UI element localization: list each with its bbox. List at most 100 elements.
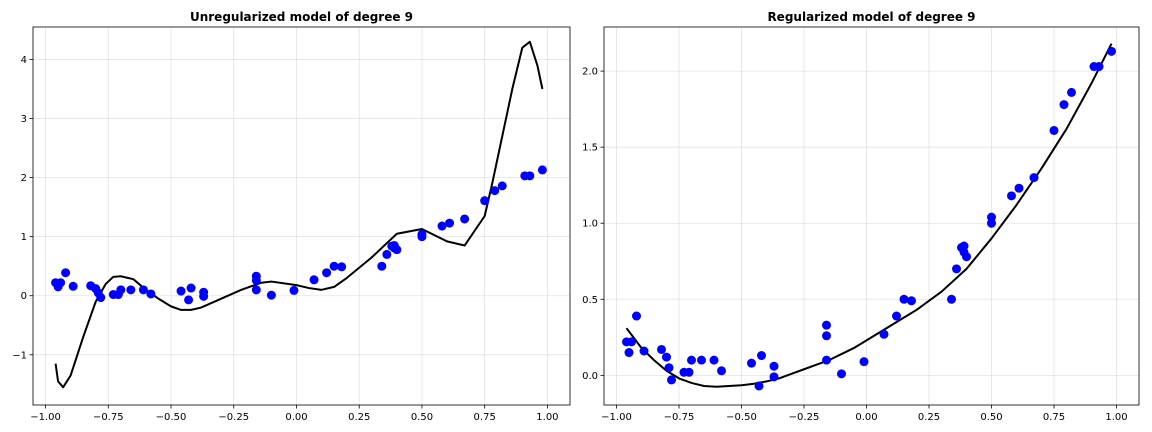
data-point xyxy=(251,285,261,295)
x-tick-label: 1.00 xyxy=(1105,412,1127,423)
data-point xyxy=(322,268,332,278)
x-tick-label: −0.75 xyxy=(664,412,695,423)
y-tick-label: −1 xyxy=(12,350,27,361)
axes-frame xyxy=(32,26,571,406)
y-tick-label: 0 xyxy=(21,291,27,302)
data-point xyxy=(337,262,347,272)
data-point xyxy=(879,329,889,339)
x-tick-label: 0.25 xyxy=(348,412,370,423)
data-point xyxy=(657,344,666,354)
data-point xyxy=(146,289,156,299)
y-tick-label: 4 xyxy=(21,55,27,66)
data-point xyxy=(757,351,766,361)
data-point xyxy=(1029,173,1039,183)
data-point xyxy=(68,281,78,291)
x-tick-label: 0.75 xyxy=(1043,412,1065,423)
x-tick-label: 0.50 xyxy=(411,412,433,423)
data-point xyxy=(899,294,909,304)
data-point xyxy=(754,381,764,391)
data-point xyxy=(987,212,996,222)
data-point xyxy=(138,285,148,295)
chart-title: Regularized model of degree 9 xyxy=(767,10,975,24)
data-point xyxy=(186,283,196,293)
data-point xyxy=(624,348,634,358)
data-point xyxy=(497,181,507,191)
x-tick-label: −0.25 xyxy=(218,412,249,423)
data-point xyxy=(309,275,319,285)
data-point xyxy=(126,285,136,295)
data-point xyxy=(116,285,126,295)
data-point xyxy=(1067,87,1076,97)
data-point xyxy=(329,261,339,271)
data-point xyxy=(632,311,641,321)
x-tick-label: −0.25 xyxy=(789,412,820,423)
data-point xyxy=(667,375,676,385)
data-point xyxy=(490,186,500,196)
data-point xyxy=(184,295,194,305)
data-point xyxy=(822,355,831,365)
y-tick-label: 0.0 xyxy=(582,371,598,382)
data-point xyxy=(822,320,831,330)
data-point xyxy=(697,355,706,365)
data-point xyxy=(417,229,427,239)
data-point xyxy=(747,358,756,368)
data-point xyxy=(1107,46,1116,56)
x-tick-label: 0.00 xyxy=(855,412,877,423)
data-point xyxy=(837,369,846,379)
x-tick-label: 0.25 xyxy=(918,412,940,423)
y-tick-label: 1.5 xyxy=(582,143,598,154)
x-tick-label: −1.00 xyxy=(30,412,61,423)
data-point xyxy=(687,355,696,365)
data-point xyxy=(684,367,694,377)
data-point xyxy=(907,296,916,306)
grid xyxy=(33,27,570,405)
x-tick-label: −0.50 xyxy=(156,412,187,423)
grid xyxy=(604,27,1139,405)
data-point xyxy=(962,252,971,262)
data-point xyxy=(96,293,106,303)
y-tick-label: 1 xyxy=(21,232,27,243)
x-axis: −1.00 −0.75 −0.50 −0.25 0.00 0.25 0.50 0.75 1.00 xyxy=(601,405,1128,423)
data-point xyxy=(1014,183,1024,193)
data-point xyxy=(176,286,186,296)
chart-unregularized: Unregularized model of degree 9 −1.00 −0.… xyxy=(12,10,571,423)
data-point xyxy=(289,285,299,295)
data-point xyxy=(377,261,387,271)
data-point xyxy=(664,363,674,373)
data-point xyxy=(480,196,490,206)
data-point xyxy=(199,291,209,301)
data-point xyxy=(382,249,392,259)
data-point xyxy=(392,245,402,255)
data-point xyxy=(445,218,455,228)
data-point xyxy=(1094,62,1104,72)
x-tick-label: 1.00 xyxy=(536,412,558,423)
data-point xyxy=(947,294,956,304)
y-tick-label: 3 xyxy=(21,114,27,125)
data-point xyxy=(56,278,66,288)
y-tick-label: 2.0 xyxy=(582,67,598,78)
data-point xyxy=(537,165,547,175)
fit-line xyxy=(625,43,1113,388)
data-point xyxy=(525,171,535,181)
data-point xyxy=(959,241,969,251)
data-point xyxy=(952,264,961,274)
data-point xyxy=(251,271,261,281)
data-point xyxy=(460,214,470,224)
data-point xyxy=(1059,100,1069,110)
x-tick-label: 0.50 xyxy=(980,412,1002,423)
data-point xyxy=(717,366,726,376)
data-point xyxy=(662,352,671,362)
data-point xyxy=(1049,125,1059,135)
data-points xyxy=(51,165,547,305)
data-point xyxy=(769,372,779,382)
y-tick-label: 1.0 xyxy=(582,219,598,230)
chart-regularized: Regularized model of degree 9 −1.00 −0.75… xyxy=(582,10,1140,423)
data-point xyxy=(709,355,719,365)
data-point xyxy=(892,311,901,321)
data-point xyxy=(769,361,779,371)
data-point xyxy=(266,290,276,300)
y-axis: 0.0 0.5 1.0 1.5 2.0 xyxy=(582,67,604,382)
x-tick-label: 0.75 xyxy=(474,412,496,423)
